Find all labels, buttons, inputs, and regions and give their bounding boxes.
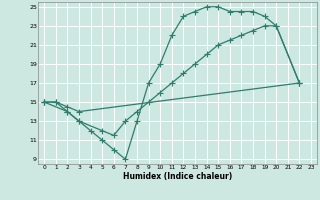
X-axis label: Humidex (Indice chaleur): Humidex (Indice chaleur) bbox=[123, 172, 232, 181]
